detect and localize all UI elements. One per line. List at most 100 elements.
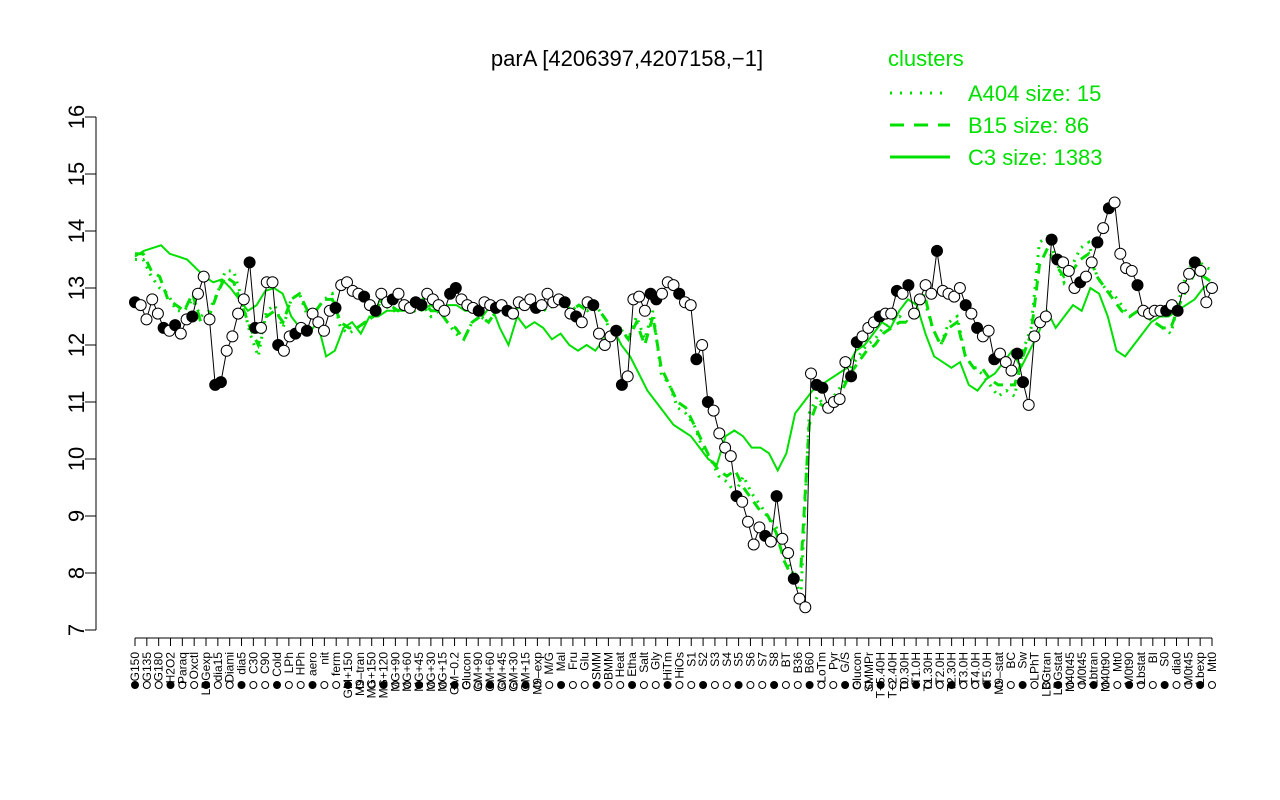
x-tick-label: Paraq [175, 652, 189, 684]
x-condition-marker [947, 681, 956, 689]
data-point [999, 356, 1012, 369]
x-tick-label: SMM [590, 652, 604, 680]
x-condition-marker [817, 681, 826, 689]
data-point [971, 321, 984, 334]
data-point [300, 324, 313, 337]
data-point [243, 256, 256, 269]
legend: clusters A404 size: 15 B15 size: 86 C3 s… [888, 46, 1103, 170]
data-point [621, 370, 634, 383]
data-point [214, 376, 227, 389]
data-point [558, 296, 571, 309]
data-point [507, 307, 520, 320]
data-point [329, 301, 342, 314]
data-point [535, 299, 548, 312]
x-tick-label: Sw [1016, 652, 1030, 669]
x-condition-marker [213, 681, 222, 689]
x-tick-label: G/S [838, 652, 852, 673]
x-tick-label: T5.0H [980, 652, 994, 685]
data-point [793, 592, 806, 605]
x-condition-marker [592, 681, 601, 689]
x-condition-marker [959, 681, 968, 689]
data-point [1131, 279, 1144, 292]
x-condition-marker [178, 681, 187, 689]
x-condition-marker [415, 681, 424, 689]
data-point [575, 316, 588, 329]
data-point [392, 287, 405, 300]
x-condition-marker [237, 681, 246, 689]
x-condition-marker [521, 681, 530, 689]
data-point [707, 404, 720, 417]
data-point [232, 307, 245, 320]
x-condition-marker [225, 681, 234, 689]
x-tick-label: LPh [282, 652, 296, 673]
data-point [856, 330, 869, 343]
data-point [816, 381, 829, 394]
x-tick-label: Pyr [826, 652, 840, 670]
x-tick-label: S7 [755, 652, 769, 667]
data-point [959, 299, 972, 312]
x-condition-marker [1172, 681, 1181, 689]
x-tick-label: MG+120 [377, 652, 391, 699]
x-tick-label: ferm [329, 652, 343, 676]
x-tick-label: Glu [578, 652, 592, 671]
data-point [277, 344, 290, 357]
data-point [1188, 256, 1201, 269]
data-point [1108, 196, 1121, 209]
x-tick-label: Glucon [459, 652, 473, 690]
data-point [369, 304, 382, 317]
x-tick-label: B60 [803, 652, 817, 674]
x-condition-marker [1006, 681, 1015, 689]
x-tick-label: T1.30H [921, 652, 935, 691]
x-condition-marker [1089, 681, 1098, 689]
data-point [1183, 267, 1196, 280]
x-tick-label: G150 [128, 652, 142, 682]
x-condition-marker [284, 681, 293, 689]
data-point [1085, 256, 1098, 269]
x-condition-marker [923, 681, 932, 689]
x-tick-label: GM−0.2 [448, 652, 462, 695]
x-condition-marker [1160, 681, 1169, 689]
data-point [839, 356, 852, 369]
x-condition-marker [793, 681, 802, 689]
y-tick-label: 10 [64, 447, 89, 471]
data-point [1045, 233, 1058, 246]
cluster-line-c3 [134, 244, 1213, 473]
data-point [318, 324, 330, 337]
data-point [375, 287, 388, 300]
series-points [129, 196, 1218, 614]
x-tick-label: M0t90 [1122, 652, 1136, 686]
x-tick-label: GM+150 [341, 652, 355, 699]
x-condition-marker [462, 681, 471, 689]
data-point [667, 279, 680, 292]
x-tick-label: S0 [1158, 652, 1172, 667]
data-point [896, 287, 909, 300]
data-point [415, 299, 428, 312]
data-point [134, 299, 147, 312]
data-point [140, 313, 153, 326]
x-condition-marker [367, 681, 376, 689]
x-condition-marker [994, 681, 1003, 689]
data-point [255, 321, 267, 334]
x-tick-label: LBGtran [1039, 652, 1053, 697]
x-tick-label: Gly [649, 652, 663, 670]
x-condition-marker [355, 681, 364, 689]
x-condition-marker [687, 681, 696, 689]
legend-title: clusters [888, 46, 964, 71]
data-point [1005, 364, 1018, 377]
x-condition-marker [1208, 681, 1216, 689]
data-point [312, 316, 325, 329]
x-tick-label: aero [306, 652, 320, 676]
data-point [1039, 310, 1052, 323]
y-tick-label: 9 [64, 510, 89, 522]
x-condition-marker [320, 681, 329, 689]
x-tick-label: GM+30 [507, 652, 521, 692]
legend-entry-b15: B15 size: 86 [968, 113, 1089, 138]
data-point [742, 515, 754, 528]
x-condition-marker [616, 681, 625, 689]
x-tick-label: Lbstat [1134, 651, 1148, 684]
x-tick-label: MG+60 [400, 652, 414, 692]
data-point [192, 287, 204, 300]
data-point [673, 287, 686, 300]
x-axis: G150G135G180H2O2ParaqOxctlLBGexpdia15Dia… [128, 637, 1219, 699]
data-point [186, 310, 199, 323]
